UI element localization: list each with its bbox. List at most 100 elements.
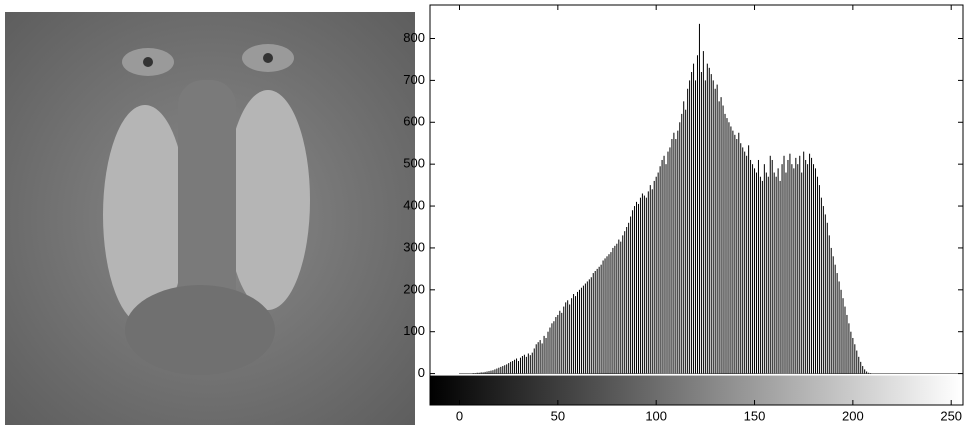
bar	[777, 168, 779, 374]
bar	[590, 277, 592, 374]
bar	[521, 355, 523, 374]
bar	[639, 197, 641, 374]
bar	[634, 206, 636, 374]
bar	[734, 134, 736, 374]
bar	[555, 317, 557, 374]
bar	[746, 155, 748, 374]
bar	[689, 80, 691, 374]
bar	[864, 369, 866, 374]
y-tick-label: 500	[403, 156, 425, 171]
bar	[761, 180, 763, 374]
bar	[813, 164, 815, 374]
bar	[571, 298, 573, 374]
bar	[569, 304, 571, 374]
bar	[584, 283, 586, 374]
bar	[628, 222, 630, 374]
bar	[541, 343, 543, 374]
bar	[612, 247, 614, 374]
bar	[616, 243, 618, 374]
bar	[714, 88, 716, 374]
y-tick-label: 200	[403, 281, 425, 296]
bar	[769, 155, 771, 374]
bar	[577, 291, 579, 374]
bar	[518, 361, 520, 374]
bar	[744, 151, 746, 374]
bar	[728, 122, 730, 374]
bar	[799, 155, 801, 374]
bar	[498, 367, 500, 374]
bar	[814, 168, 816, 374]
bar	[484, 371, 486, 374]
x-tick-label: 50	[551, 408, 565, 423]
bar	[490, 370, 492, 374]
x-tick-label: 100	[645, 408, 667, 423]
bar	[655, 176, 657, 374]
y-tick-label: 0	[418, 365, 425, 380]
bar	[795, 157, 797, 374]
bar	[834, 264, 836, 374]
bar	[696, 55, 698, 374]
bar	[535, 344, 537, 374]
bar	[854, 344, 856, 374]
bar	[610, 252, 612, 374]
bar	[636, 201, 638, 374]
bar	[482, 372, 484, 374]
bar	[698, 23, 700, 374]
cheek-right	[226, 90, 310, 310]
bar	[718, 101, 720, 374]
bar	[820, 197, 822, 374]
bar	[598, 266, 600, 374]
bar	[771, 159, 773, 374]
plot-area	[430, 5, 963, 405]
bar	[775, 176, 777, 374]
bar	[801, 172, 803, 374]
bar	[539, 340, 541, 374]
bar	[805, 159, 807, 374]
bar	[816, 176, 818, 374]
bar	[738, 132, 740, 374]
bar	[529, 355, 531, 374]
bar	[657, 172, 659, 374]
bar	[519, 357, 521, 374]
bar	[600, 264, 602, 374]
bar	[647, 191, 649, 374]
bar	[531, 352, 533, 374]
bar	[573, 294, 575, 374]
bar	[803, 151, 805, 374]
bar	[856, 350, 858, 374]
bar	[846, 314, 848, 374]
bar	[492, 370, 494, 374]
x-tick-label: 250	[940, 408, 962, 423]
bar	[793, 168, 795, 374]
bar	[693, 63, 695, 374]
bar	[830, 247, 832, 374]
bar	[561, 312, 563, 374]
bar	[673, 132, 675, 374]
bar	[510, 361, 512, 374]
bar	[787, 159, 789, 374]
x-tick-label: 0	[456, 408, 463, 423]
bar	[822, 206, 824, 374]
y-tick-label: 100	[403, 323, 425, 338]
bar	[604, 258, 606, 374]
bar	[809, 153, 811, 374]
bar	[708, 67, 710, 374]
bar	[781, 164, 783, 374]
bar	[506, 364, 508, 374]
bar	[710, 74, 712, 374]
bar	[486, 371, 488, 374]
bar	[545, 337, 547, 374]
bar	[667, 151, 669, 374]
bar	[842, 298, 844, 374]
bar	[488, 371, 490, 374]
y-tick-label: 700	[403, 72, 425, 87]
bar	[838, 281, 840, 374]
bar	[740, 143, 742, 374]
bar	[478, 372, 480, 374]
y-tick-label: 800	[403, 30, 425, 45]
bar	[641, 193, 643, 374]
bar	[669, 147, 671, 374]
histogram: 0 100 200 300 400 500 600 700 800 0 50 100 150 200 250	[403, 4, 964, 423]
bar	[824, 214, 826, 374]
